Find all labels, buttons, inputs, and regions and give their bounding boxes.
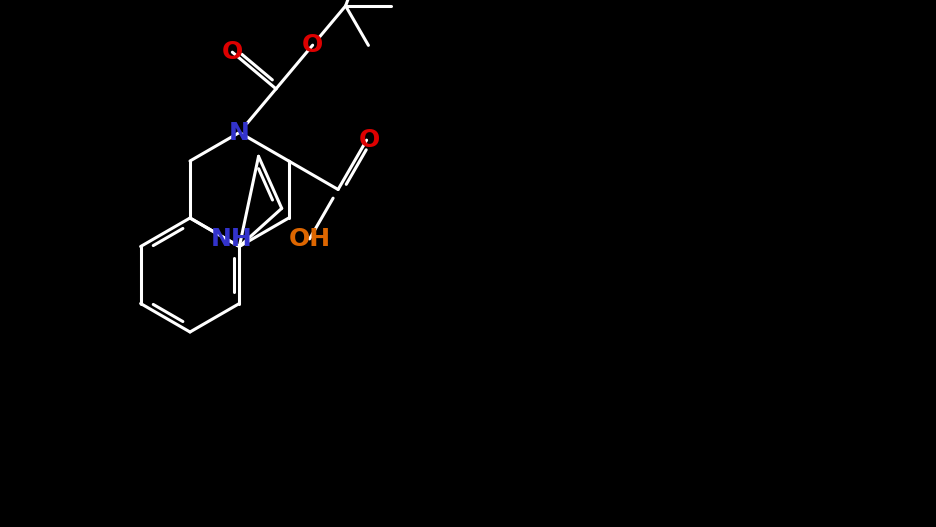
Text: O: O xyxy=(301,33,323,57)
Text: NH: NH xyxy=(211,227,252,250)
Text: OH: OH xyxy=(288,227,330,251)
Text: O: O xyxy=(358,128,380,152)
Text: N: N xyxy=(228,121,250,144)
Text: O: O xyxy=(222,40,242,64)
